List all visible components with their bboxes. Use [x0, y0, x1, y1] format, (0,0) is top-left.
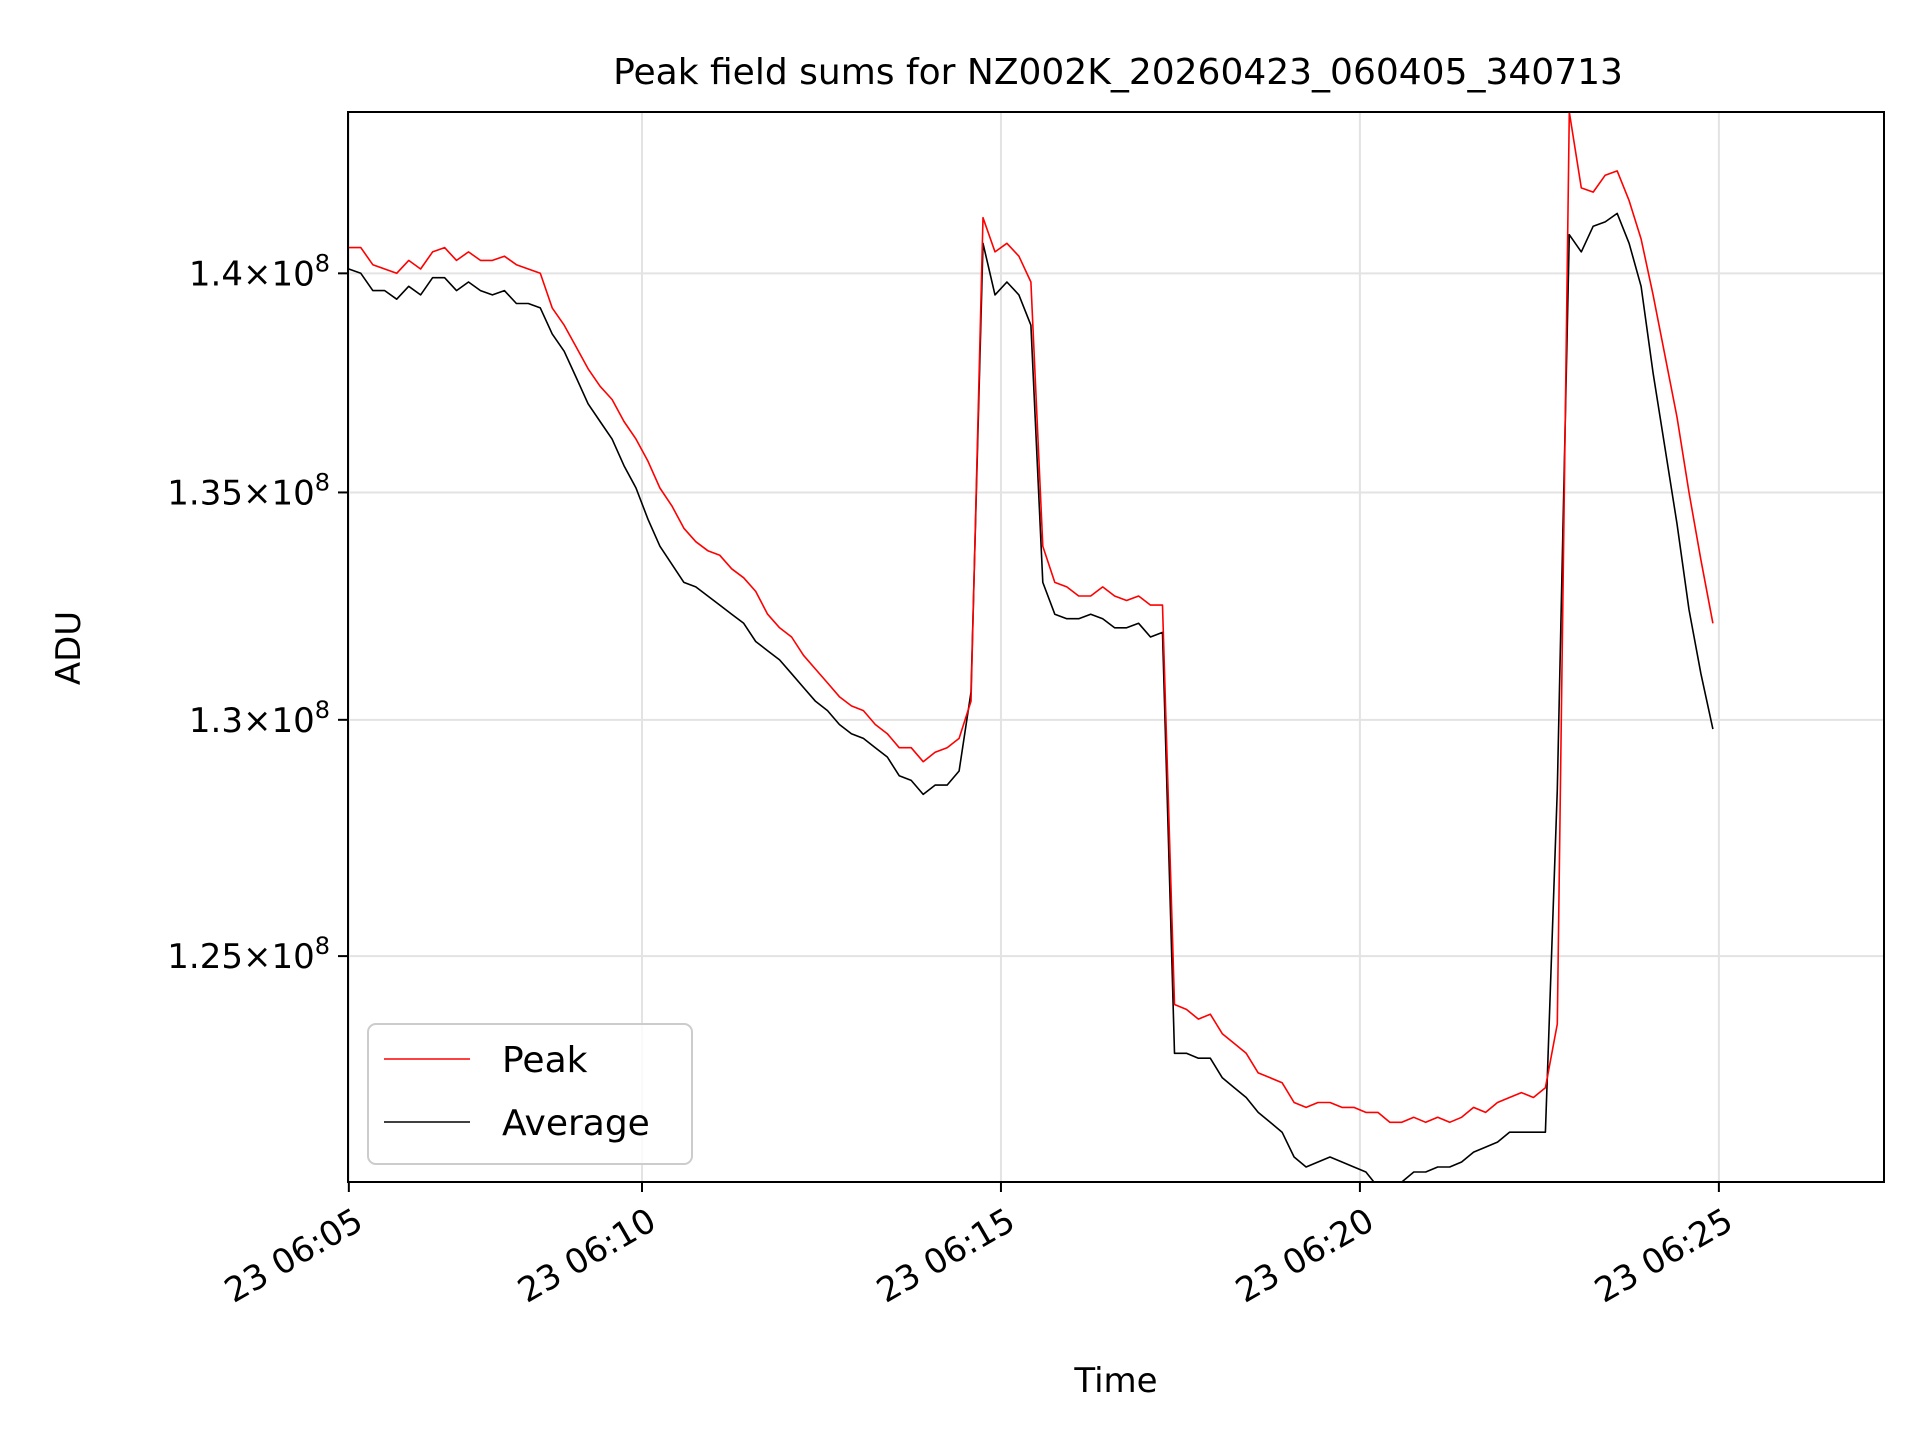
y-axis-label: ADU — [49, 611, 89, 685]
x-tick-label: 23 06:25 — [1588, 1201, 1740, 1312]
x-tick-label: 23 06:20 — [1229, 1201, 1381, 1312]
chart-title: Peak field sums for NZ002K_20260423_0604… — [613, 52, 1623, 93]
legend-average-label: Average — [502, 1103, 650, 1144]
y-tick-exponent: 8 — [315, 696, 330, 724]
y-tick-label: 1.4×108 — [189, 249, 330, 294]
plot-lines — [348, 112, 1714, 1182]
y-tick-exponent: 8 — [315, 249, 330, 277]
y-tick-label: 1.35×108 — [167, 468, 330, 513]
y-tick-mantissa: 1.4 — [189, 254, 243, 294]
y-axis: 1.25×108 1.3×108 1.35×108 1.4×108 — [167, 249, 348, 977]
x-tick-label: 23 06:05 — [218, 1201, 370, 1312]
y-tick-mantissa: 1.25 — [167, 937, 243, 977]
plot-frame — [347, 111, 1885, 1183]
legend-peak-label: Peak — [502, 1040, 588, 1081]
x-axis-label: Time — [1073, 1361, 1157, 1401]
y-tick-label: 1.3×108 — [189, 696, 330, 741]
y-tick-exponent: 8 — [315, 932, 330, 960]
y-tick-label: 1.25×108 — [167, 932, 330, 977]
series-line-average — [348, 212, 1714, 1182]
x-tick-label: 23 06:10 — [511, 1201, 663, 1312]
y-tick-exponent: 8 — [315, 468, 330, 496]
legend: Peak Average — [367, 1023, 693, 1165]
series-line-peak — [348, 112, 1714, 1124]
y-tick-mantissa: 1.3 — [189, 701, 243, 741]
x-tick-label: 23 06:15 — [870, 1201, 1022, 1312]
grid-lines — [347, 112, 1884, 1182]
x-axis: 23 06:05 23 06:10 23 06:15 23 06:20 23 06:25 — [218, 1182, 1740, 1311]
y-tick-mantissa: 1.35 — [167, 473, 243, 513]
